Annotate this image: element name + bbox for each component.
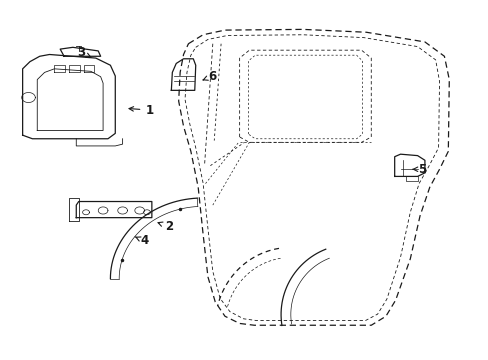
Text: 1: 1 <box>129 104 153 117</box>
Text: 5: 5 <box>412 163 426 176</box>
Text: 2: 2 <box>158 220 173 233</box>
Text: 6: 6 <box>203 69 217 82</box>
Text: 3: 3 <box>77 46 91 59</box>
Text: 4: 4 <box>135 234 148 247</box>
